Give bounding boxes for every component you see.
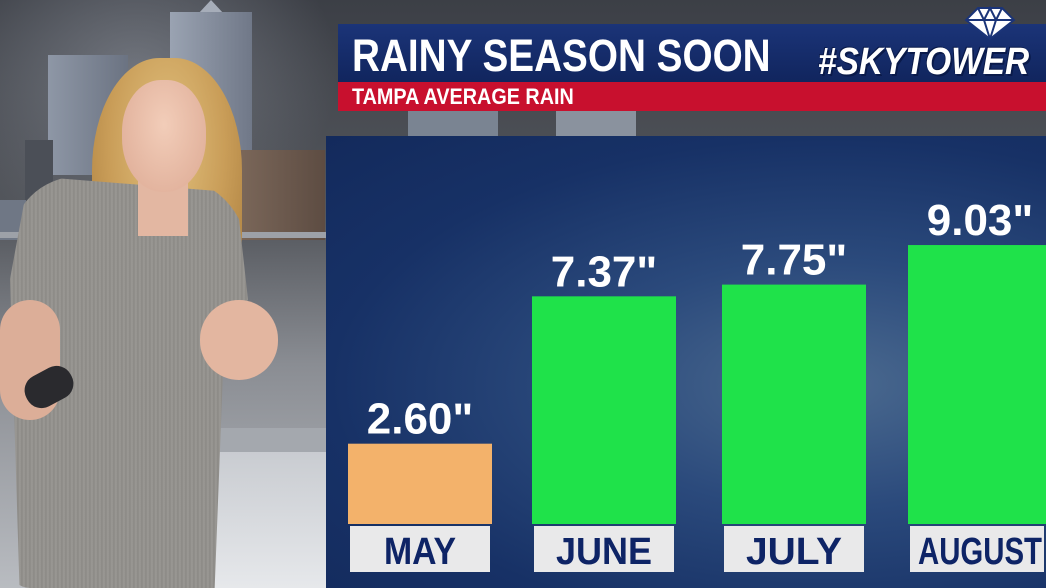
category-plate-august: [910, 526, 1044, 572]
title-bar: [338, 24, 1046, 86]
city-building: [556, 108, 636, 136]
value-label-june: 7.37": [551, 247, 658, 296]
value-label-august: 9.03": [927, 196, 1034, 245]
category-label-may: MAY: [384, 531, 456, 573]
city-building: [230, 150, 325, 240]
category-plate-june: [534, 526, 674, 572]
skytower-brand: #SKYTOWER: [818, 41, 1030, 83]
bar-june: [532, 296, 676, 524]
category-label-june: JUNE: [556, 531, 652, 573]
category-plate-july: [724, 526, 864, 572]
value-label-may: 2.60": [367, 395, 474, 444]
diamond-logo-icon: [964, 6, 1016, 40]
category-label-july: JULY: [746, 531, 842, 573]
bar-may: [348, 443, 492, 524]
bar-july: [722, 284, 866, 524]
page-title: RAINY SEASON SOON: [352, 30, 771, 81]
rain-bar-chart: 2.60" MAY 7.37" JUNE 7.75" JULY 9.03" AUGUST: [348, 196, 1046, 573]
presenter-thumbs-up-hand: [200, 300, 278, 380]
page-subtitle: TAMPA AVERAGE RAIN: [352, 84, 574, 109]
subtitle-bar: [338, 82, 1046, 111]
city-building: [408, 110, 498, 136]
presenter-face: [122, 80, 206, 192]
value-label-july: 7.75": [741, 236, 848, 285]
category-plate-may: [350, 526, 490, 572]
category-label-august: AUGUST: [918, 531, 1042, 573]
presenter: [0, 0, 330, 588]
bar-august: [908, 245, 1046, 524]
